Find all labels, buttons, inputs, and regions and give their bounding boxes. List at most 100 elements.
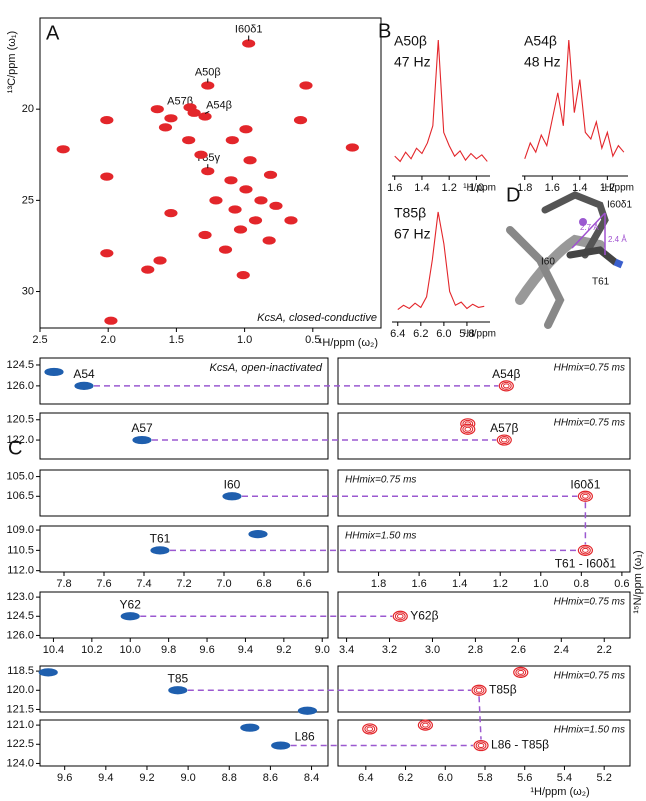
peak-label: A54 — [73, 367, 95, 381]
x-tick-label: 7.2 — [176, 578, 191, 590]
peak — [182, 136, 196, 145]
y-tick-label: 120.0 — [6, 684, 34, 696]
peak-label: A57 — [131, 421, 153, 435]
x-tick-label: 2.8 — [468, 644, 483, 656]
contour-ring — [500, 381, 512, 390]
backbone — [506, 226, 565, 329]
y-tick-label: 126.0 — [6, 629, 34, 641]
y-tick-label: 109.0 — [6, 524, 34, 536]
contour-ring — [475, 741, 487, 750]
x-tick-label: 2.2 — [597, 644, 612, 656]
x-tick-label: 9.4 — [238, 644, 253, 656]
y-tick-label: 112.0 — [7, 565, 34, 577]
panel-label: B — [378, 20, 391, 42]
peak — [158, 123, 173, 132]
contour-ring — [366, 726, 374, 732]
mixing-time: HHmix=0.75 ms — [345, 475, 416, 486]
plot-frame — [39, 591, 329, 639]
y-tick-label: 20 — [22, 103, 34, 115]
axis-title: KcsA, closed-conductive — [257, 312, 377, 324]
contour-ring — [498, 436, 510, 445]
peak — [242, 39, 256, 48]
y-tick-label: 122.0 — [6, 434, 34, 446]
x-tick-label: 1.0 — [237, 334, 252, 346]
contour-ring — [515, 668, 527, 677]
axis-title: ¹H/ppm (ω₂) — [319, 337, 378, 349]
peak — [183, 103, 197, 112]
axis-title: ¹H/ppm — [463, 329, 496, 340]
peak — [164, 114, 178, 123]
atom — [579, 218, 587, 226]
contour-ring — [517, 669, 525, 675]
peak-label: T61 — [150, 532, 171, 546]
peak-label: A54β — [492, 367, 520, 381]
axis-title: ¹H/ppm — [601, 183, 634, 194]
peak — [38, 668, 58, 677]
y-tick-label: 25 — [22, 194, 34, 206]
x-tick-label: 8.6 — [263, 772, 278, 784]
peak — [150, 546, 170, 555]
panel-label: C — [8, 437, 22, 459]
backbone — [515, 234, 605, 305]
structure-d: D I60δ1 2.7 Å 2.4 Å I60 T61 — [506, 184, 632, 329]
peak — [243, 156, 257, 165]
x-tick-label: 1.2 — [600, 182, 615, 194]
connector — [478, 696, 482, 740]
contour-ring — [579, 492, 591, 501]
x-tick-label: 7.6 — [96, 578, 111, 590]
peak — [271, 741, 291, 750]
peak — [263, 170, 278, 179]
contour-ring — [582, 547, 589, 553]
peak — [293, 116, 308, 125]
contour-ring — [394, 612, 406, 621]
x-tick-label: 1.4 — [452, 578, 467, 590]
x-tick-label: 1.6 — [411, 578, 426, 590]
y-tick-label: 126.0 — [6, 380, 34, 392]
peak — [153, 256, 167, 265]
spectrum-trace — [394, 39, 488, 163]
contour-ring — [420, 721, 431, 730]
distance-label: 2.7 Å — [580, 223, 599, 232]
plot-frame — [337, 357, 631, 405]
x-tick-label: 9.6 — [199, 644, 214, 656]
x-tick-label: 9.2 — [139, 772, 154, 784]
peak — [100, 172, 114, 181]
peak — [201, 81, 215, 90]
linewidth-label: 48 Hz — [524, 54, 561, 70]
peak — [222, 492, 242, 501]
x-tick-label: 3.2 — [382, 644, 397, 656]
y-tick-label: 120.5 — [6, 414, 34, 426]
peak — [198, 112, 212, 121]
axis-title: ¹H/ppm — [463, 183, 496, 194]
peak-label: T85 — [167, 671, 188, 685]
x-tick-label: 2.5 — [32, 334, 47, 346]
panel-label: D — [506, 184, 520, 206]
x-tick-label: 9.0 — [180, 772, 195, 784]
contour-ring — [462, 425, 474, 434]
peak — [194, 150, 208, 159]
x-tick-label: 1.6 — [545, 182, 560, 194]
spectrum-trace — [397, 211, 485, 310]
peak — [233, 225, 248, 234]
spectrum-title: A50β — [394, 33, 427, 49]
peak — [150, 105, 164, 114]
y-tick-label: 121.0 — [6, 719, 34, 731]
x-tick-label: 7.0 — [216, 578, 231, 590]
peak-label: A57β — [490, 421, 518, 435]
x-tick-label: 7.4 — [136, 578, 151, 590]
peak — [297, 706, 318, 715]
y-tick-label: 105.0 — [6, 470, 34, 482]
peak — [74, 381, 94, 390]
atom-label: I60δ1 — [607, 200, 632, 211]
linewidth-label: 67 Hz — [394, 226, 431, 242]
peak — [100, 249, 114, 258]
x-tick-label: 1.8 — [517, 182, 532, 194]
y-tick-label: 30 — [22, 285, 34, 297]
x-tick-label: 7.8 — [56, 578, 71, 590]
peak — [299, 81, 313, 90]
spectrum-title: A54β — [524, 33, 557, 49]
x-tick-label: 8.8 — [222, 772, 237, 784]
x-tick-label: 3.4 — [339, 644, 354, 656]
peak — [120, 612, 140, 621]
x-tick-label: 9.2 — [276, 644, 291, 656]
